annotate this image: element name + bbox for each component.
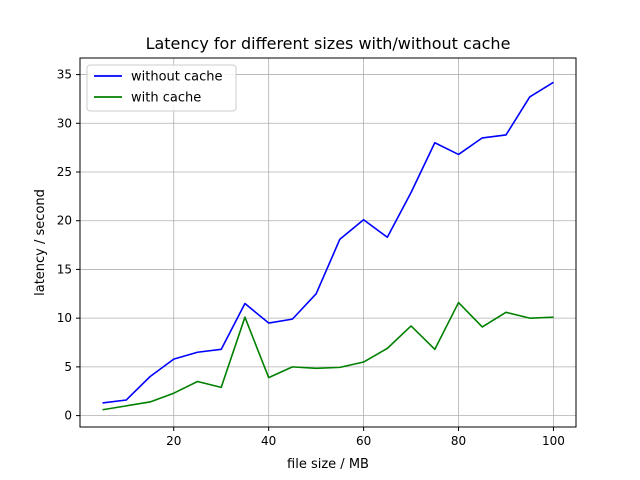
y-tick-label: 20 (57, 214, 72, 228)
y-tick-label: 15 (57, 262, 72, 276)
legend-box (86, 64, 237, 112)
ticks: 20 40 60 80 100 0 5 10 15 20 25 30 35 (57, 68, 565, 448)
legend: without cache with cache (86, 64, 237, 112)
plot-frame (79, 57, 577, 428)
legend-label-0: without cache (131, 70, 223, 85)
grid (80, 58, 576, 427)
y-tick-label: 30 (57, 116, 72, 130)
y-axis-label: latency / second (33, 189, 48, 296)
legend-label-1: with cache (131, 91, 201, 106)
x-tick-label: 40 (261, 434, 276, 448)
series-layer (102, 81, 554, 411)
y-tick-label: 25 (57, 165, 72, 179)
x-tick-label: 60 (356, 434, 371, 448)
x-tick-label: 100 (542, 434, 565, 448)
chart-title: Latency for different sizes with/without… (146, 34, 511, 53)
x-tick-label: 20 (166, 434, 181, 448)
x-tick-label: 80 (451, 434, 466, 448)
series-line-0 (102, 81, 554, 404)
y-tick-label: 35 (57, 68, 72, 82)
y-tick-label: 10 (57, 311, 72, 325)
series-line-1 (102, 301, 554, 411)
y-tick-label: 0 (64, 409, 72, 423)
y-tick-label: 5 (64, 360, 72, 374)
x-axis-label: file size / MB (287, 457, 369, 472)
